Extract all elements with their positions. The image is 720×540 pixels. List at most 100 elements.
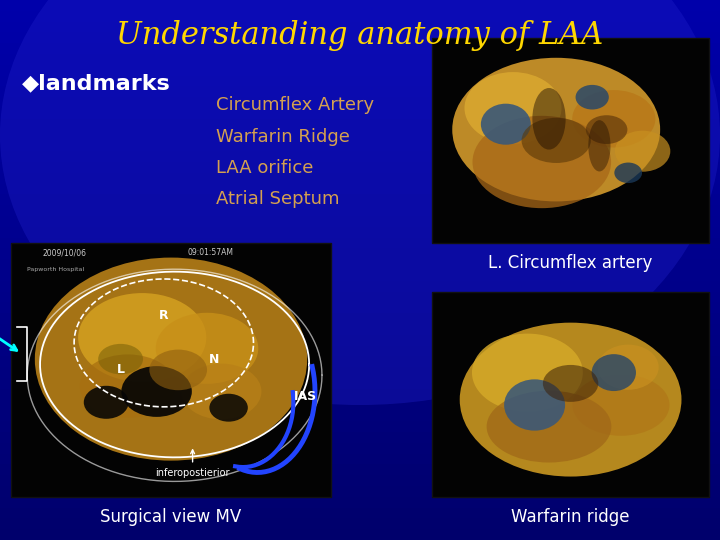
Bar	[0, 292, 720, 302]
Bar	[0, 475, 720, 486]
Bar	[0, 324, 720, 335]
Text: 09:01:57AM: 09:01:57AM	[187, 248, 233, 258]
Ellipse shape	[78, 293, 207, 382]
Ellipse shape	[210, 394, 248, 422]
Bar	[0, 65, 720, 76]
Ellipse shape	[592, 354, 636, 391]
Text: N: N	[209, 353, 220, 366]
Bar	[0, 281, 720, 292]
Text: LAA orifice: LAA orifice	[216, 159, 313, 177]
Ellipse shape	[122, 366, 192, 417]
Ellipse shape	[532, 88, 566, 150]
Ellipse shape	[487, 391, 611, 462]
Circle shape	[0, 0, 720, 405]
Bar	[0, 313, 720, 324]
Ellipse shape	[35, 258, 307, 461]
Bar	[432, 292, 709, 497]
Ellipse shape	[586, 115, 627, 144]
Bar	[0, 389, 720, 400]
Bar	[0, 270, 720, 281]
Bar	[0, 162, 720, 173]
Ellipse shape	[98, 344, 143, 374]
Ellipse shape	[472, 334, 583, 411]
Ellipse shape	[615, 131, 670, 172]
Bar	[0, 302, 720, 313]
Text: L. Circumflex artery: L. Circumflex artery	[488, 254, 653, 272]
Ellipse shape	[572, 90, 655, 147]
Ellipse shape	[481, 104, 531, 145]
Bar	[0, 410, 720, 421]
Bar	[0, 335, 720, 346]
Bar	[0, 464, 720, 475]
Bar	[0, 400, 720, 410]
Bar	[0, 151, 720, 162]
Ellipse shape	[84, 386, 129, 419]
Ellipse shape	[156, 313, 258, 384]
Bar	[0, 86, 720, 97]
Bar	[0, 184, 720, 194]
Bar	[0, 518, 720, 529]
Bar	[0, 346, 720, 356]
Ellipse shape	[472, 116, 611, 208]
Ellipse shape	[588, 120, 611, 172]
Text: Surgical view MV: Surgical view MV	[100, 508, 242, 525]
Bar	[0, 32, 720, 43]
Ellipse shape	[464, 72, 562, 144]
Bar	[0, 443, 720, 454]
Text: Circumflex Artery: Circumflex Artery	[216, 96, 374, 114]
Bar	[0, 194, 720, 205]
Bar	[0, 227, 720, 238]
Text: Warfarin ridge: Warfarin ridge	[511, 508, 630, 525]
Bar	[0, 11, 720, 22]
Bar	[0, 97, 720, 108]
Bar	[0, 54, 720, 65]
Ellipse shape	[598, 345, 659, 390]
Text: Warfarin Ridge: Warfarin Ridge	[216, 127, 350, 146]
Ellipse shape	[460, 322, 681, 477]
Bar	[0, 108, 720, 119]
Text: Papworth Hospital: Papworth Hospital	[27, 267, 84, 272]
Bar	[0, 367, 720, 378]
Bar	[0, 22, 720, 32]
Bar	[0, 454, 720, 464]
Text: 2009/10/06: 2009/10/06	[43, 248, 87, 258]
Ellipse shape	[543, 365, 598, 402]
Ellipse shape	[181, 363, 261, 420]
Bar	[0, 259, 720, 270]
Text: IAS: IAS	[294, 390, 317, 403]
Bar	[0, 432, 720, 443]
Ellipse shape	[80, 354, 176, 418]
Text: ◆landmarks: ◆landmarks	[22, 73, 171, 94]
Bar	[0, 378, 720, 389]
Bar	[0, 216, 720, 227]
Bar	[0, 205, 720, 216]
Bar	[0, 119, 720, 130]
Ellipse shape	[452, 58, 660, 201]
Bar	[0, 486, 720, 497]
Ellipse shape	[521, 118, 591, 163]
Bar	[0, 529, 720, 540]
Bar	[0, 173, 720, 184]
Bar	[0, 0, 720, 11]
Bar	[0, 497, 720, 508]
Ellipse shape	[575, 85, 609, 110]
Bar	[0, 43, 720, 54]
Ellipse shape	[504, 379, 565, 431]
Bar	[11, 243, 331, 497]
Bar	[0, 130, 720, 140]
Bar	[0, 238, 720, 248]
Text: Understanding anatomy of LAA: Understanding anatomy of LAA	[117, 19, 603, 51]
Text: Atrial Septum: Atrial Septum	[216, 190, 340, 208]
Text: inferopostierior: inferopostierior	[156, 450, 230, 477]
Bar	[0, 76, 720, 86]
Bar	[0, 140, 720, 151]
Bar	[0, 356, 720, 367]
Ellipse shape	[614, 163, 642, 183]
Text: L: L	[117, 363, 125, 376]
Ellipse shape	[149, 349, 207, 390]
Ellipse shape	[572, 374, 670, 436]
Bar	[0, 248, 720, 259]
Text: R: R	[159, 309, 168, 322]
Bar	[0, 421, 720, 432]
Bar	[432, 38, 709, 243]
